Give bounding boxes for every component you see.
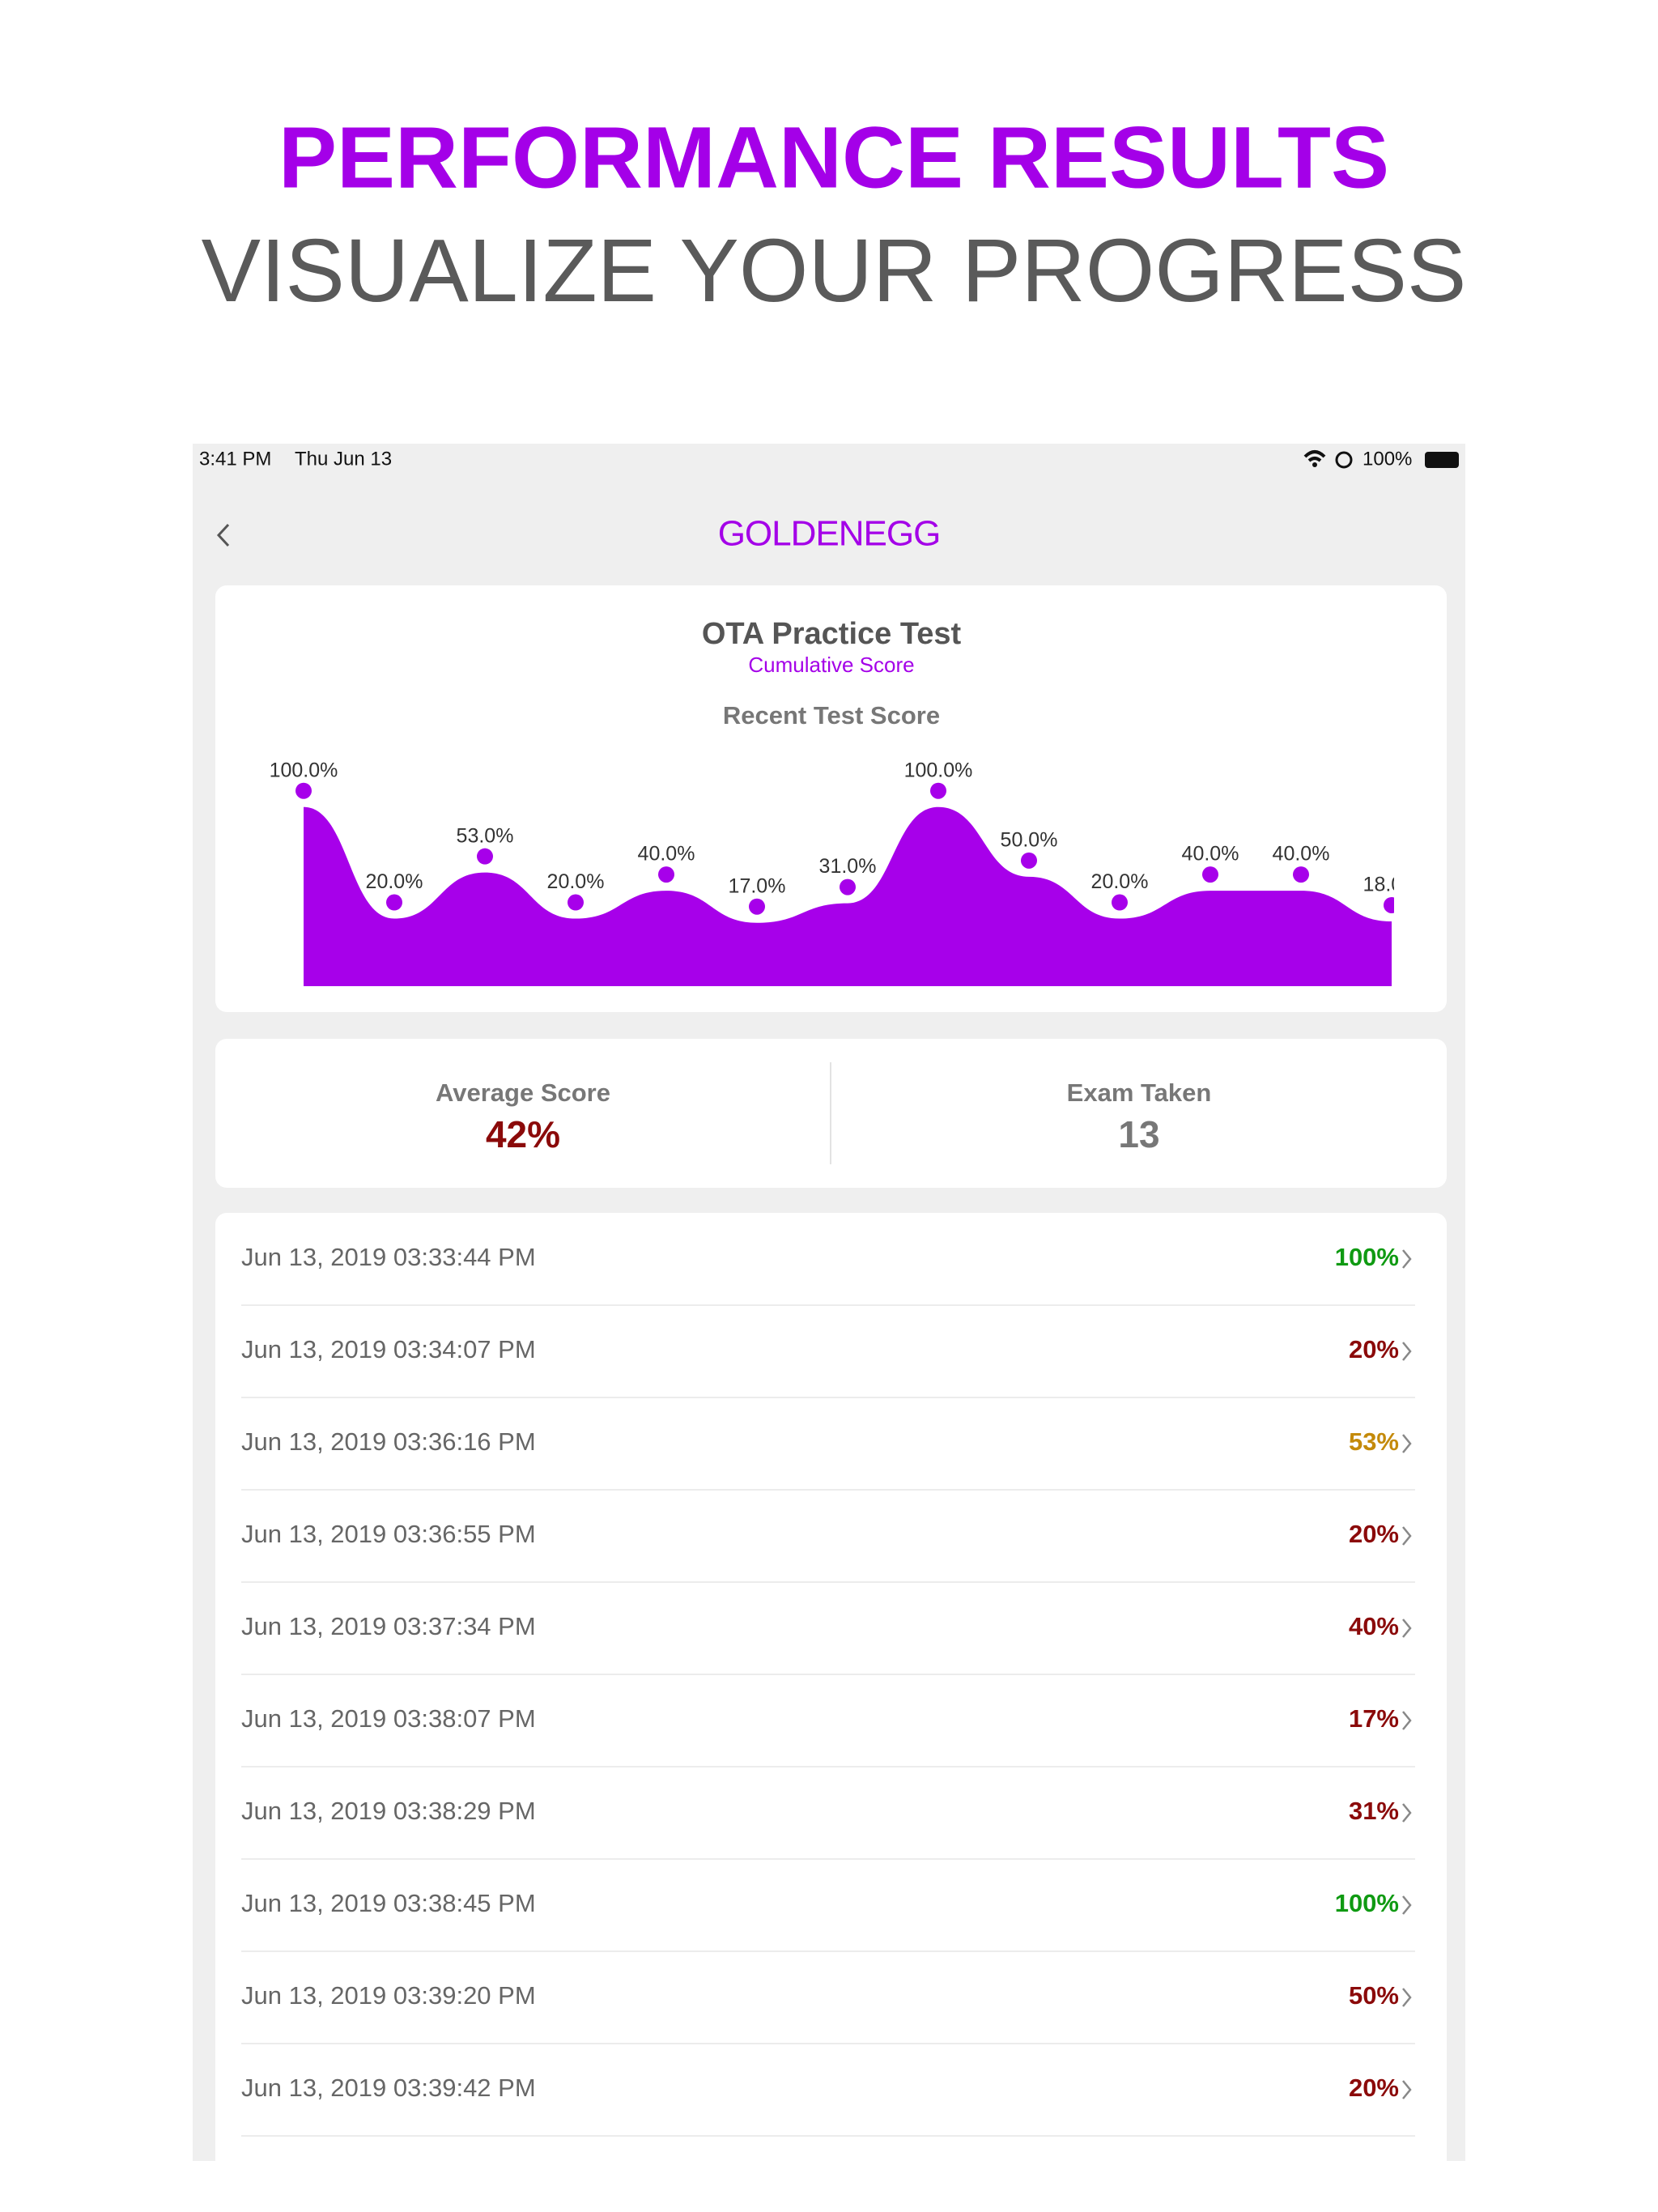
stat-label: Exam Taken (1067, 1078, 1212, 1107)
value-label: 40.0% (638, 843, 695, 866)
row-date: Jun 13, 2019 03:38:45 PM (241, 1889, 536, 1917)
chevron (1402, 1249, 1412, 1269)
row-date: Jun 13, 2019 03:34:07 PM (241, 1335, 536, 1363)
chevron (1402, 1526, 1412, 1546)
point (386, 894, 402, 911)
value-label: 20.0% (547, 870, 605, 893)
value-label: 17.0% (729, 874, 786, 897)
row-score: 40% (1349, 1612, 1399, 1640)
headline: PERFORMANCE RESULTS (278, 108, 1389, 206)
chevron (1402, 1619, 1412, 1638)
row-date: Jun 13, 2019 03:39:20 PM (241, 1981, 536, 2010)
row-date: Jun 13, 2019 03:33:44 PM (241, 1243, 536, 1271)
stat-value: 42% (486, 1113, 560, 1155)
list-row[interactable]: Jun 13, 2019 03:36:16 PM 53% (241, 1427, 1412, 1456)
list-row[interactable]: Jun 13, 2019 03:38:29 PM 31% (241, 1797, 1412, 1825)
point (1202, 866, 1218, 883)
value-label: 53.0% (457, 824, 514, 847)
chevron (1402, 2080, 1412, 2099)
status-time: 3:41 PM (199, 448, 271, 470)
chevron (1402, 1434, 1412, 1453)
area (304, 806, 1392, 986)
point (1112, 894, 1128, 911)
list-card (215, 1213, 1447, 2161)
plot: 100.0% 20.0% 53.0% 20.0% 40.0% 17.0% 31.0% 100.… (270, 759, 1421, 986)
point (1293, 866, 1309, 883)
point (295, 782, 312, 799)
row-score: 53% (1349, 1427, 1399, 1456)
list: Jun 13, 2019 03:33:44 PM 100%Jun 13, 2019… (241, 1243, 1415, 2137)
status-battery: 100% (1363, 448, 1412, 470)
row-score: 100% (1335, 1889, 1399, 1917)
point (749, 898, 765, 915)
row-date: Jun 13, 2019 03:39:42 PM (241, 2074, 536, 2102)
list-row[interactable]: Jun 13, 2019 03:34:07 PM 20% (241, 1335, 1412, 1363)
row-score: 20% (1349, 1335, 1399, 1363)
row-score: 20% (1349, 2074, 1399, 2102)
value-label: 100.0% (904, 759, 973, 781)
chart-label: Recent Test Score (723, 701, 940, 730)
chevron (1402, 1803, 1412, 1823)
battery-icon (1425, 452, 1459, 468)
chevron (1402, 1988, 1412, 2007)
point (840, 878, 856, 895)
list-row[interactable]: Jun 13, 2019 03:38:07 PM 17% (241, 1704, 1412, 1733)
value-label: 18.0% (1363, 874, 1421, 896)
list-row[interactable]: Jun 13, 2019 03:38:45 PM 100% (241, 1889, 1412, 1917)
row-score: 50% (1349, 1981, 1399, 2010)
stat-label: Average Score (436, 1078, 610, 1107)
chevron (1402, 1711, 1412, 1730)
value-label: 100.0% (270, 759, 338, 781)
point (1384, 896, 1394, 913)
chevron (1402, 1895, 1412, 1915)
row-date: Jun 13, 2019 03:37:34 PM (241, 1612, 536, 1640)
status-icons (1303, 450, 1353, 469)
row-score: 20% (1349, 1520, 1399, 1548)
value-label: 20.0% (366, 870, 423, 893)
chart-title: OTA Practice Test (702, 617, 962, 651)
value-label: 20.0% (1091, 870, 1149, 893)
status-date: Thu Jun 13 (295, 448, 392, 470)
logo: GOLDENEGG (718, 514, 941, 554)
chart-subtitle: Cumulative Score (748, 653, 914, 677)
point (568, 894, 584, 911)
row-date: Jun 13, 2019 03:36:16 PM (241, 1427, 536, 1456)
row-date: Jun 13, 2019 03:36:55 PM (241, 1520, 536, 1548)
row-score: 17% (1349, 1704, 1399, 1733)
stat-value: 13 (1118, 1113, 1159, 1155)
chevron (1402, 1342, 1412, 1361)
list-row[interactable]: Jun 13, 2019 03:36:55 PM 20% (241, 1520, 1412, 1548)
list-row[interactable]: Jun 13, 2019 03:39:42 PM 20% (241, 2074, 1412, 2102)
screen: 3:41 PM Thu Jun 13 100% GOLDENEGG OTA Pr… (193, 444, 1465, 2161)
value-label: 31.0% (819, 855, 877, 878)
list-row[interactable]: Jun 13, 2019 03:33:44 PM 100% (241, 1243, 1412, 1271)
row-score: 100% (1335, 1243, 1399, 1271)
subheadline: VISUALIZE YOUR PROGRESS (202, 221, 1467, 321)
stats: Average Score 42% Exam Taken 13 (436, 1078, 1211, 1155)
point (658, 866, 674, 883)
value-label: 50.0% (1001, 828, 1058, 851)
row-date: Jun 13, 2019 03:38:07 PM (241, 1704, 536, 1733)
point (477, 848, 493, 865)
list-row[interactable]: Jun 13, 2019 03:39:20 PM 50% (241, 1981, 1412, 2010)
row-date: Jun 13, 2019 03:38:29 PM (241, 1797, 536, 1825)
value-label: 40.0% (1182, 843, 1239, 866)
list-row[interactable]: Jun 13, 2019 03:37:34 PM 40% (241, 1612, 1412, 1640)
row-score: 31% (1349, 1797, 1399, 1825)
point (930, 782, 946, 799)
back-button[interactable] (216, 523, 230, 547)
point (1021, 852, 1037, 869)
value-label: 40.0% (1273, 843, 1330, 866)
